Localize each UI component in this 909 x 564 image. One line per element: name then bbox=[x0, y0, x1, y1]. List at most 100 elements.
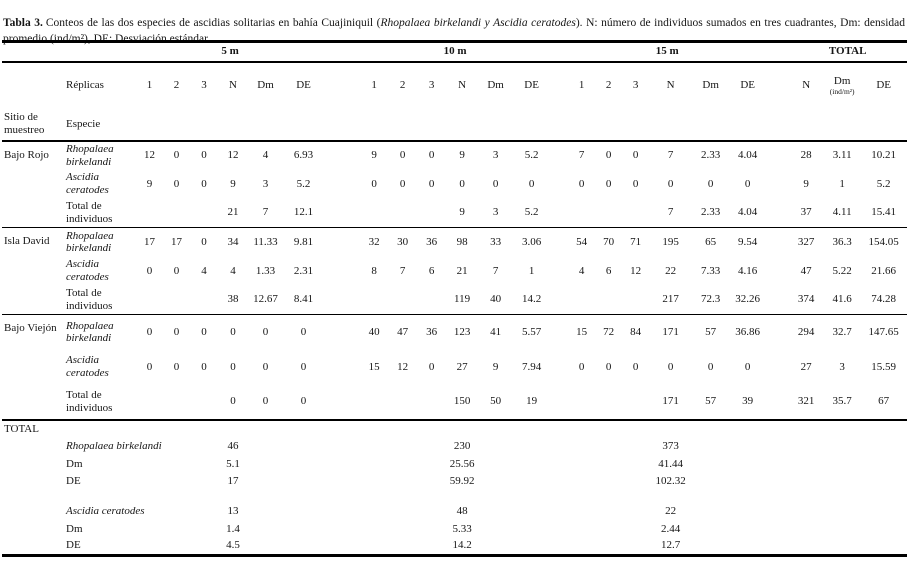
value-cell: 15.41 bbox=[871, 206, 897, 219]
value-cell: 0 bbox=[667, 360, 674, 373]
blank-cell bbox=[478, 456, 513, 473]
blank-cell bbox=[788, 438, 824, 456]
blank-cell bbox=[417, 473, 446, 491]
value-cell: 57 bbox=[705, 395, 717, 408]
blank-cell bbox=[513, 473, 550, 491]
value-cell: 0 bbox=[632, 177, 639, 190]
value-cell: 0 bbox=[605, 360, 612, 373]
value-cell: 15.59 bbox=[871, 360, 897, 373]
value-cell: 17 bbox=[163, 227, 190, 257]
blank-cell bbox=[788, 521, 824, 538]
group-spacer bbox=[324, 350, 360, 385]
value-cell: 21 bbox=[456, 264, 468, 277]
group-spacer bbox=[550, 314, 569, 350]
value-cell: 0 bbox=[399, 177, 406, 190]
group-spacer bbox=[324, 438, 360, 456]
value-cell: 74.28 bbox=[871, 293, 897, 306]
data-row: Ascidia ceratodes 0 0 4 4 1.33 2.31 8 7 6 21 7 1 4 6 12… bbox=[2, 257, 907, 286]
value-cell: 10.21 bbox=[860, 140, 908, 170]
value-cell: 0 bbox=[578, 177, 585, 190]
value-cell bbox=[388, 286, 417, 315]
caption-segment: Ascidia ceratodes bbox=[493, 16, 576, 29]
grand-total-row: DE 17 59.92 102.32 bbox=[2, 473, 907, 491]
value-cell: 84 bbox=[622, 314, 650, 350]
value-cell: 3 bbox=[492, 206, 499, 219]
value-cell bbox=[136, 385, 163, 420]
grand-total-row: Ascidia ceratodes 13 48 22 bbox=[2, 503, 907, 521]
value-cell: 9 bbox=[492, 360, 499, 373]
value-cell: 98 bbox=[446, 227, 479, 257]
grand-total-species: Rhopalaea birkelandi bbox=[66, 440, 162, 453]
value-cell: 11.33 bbox=[248, 227, 283, 257]
blank-cell bbox=[860, 521, 907, 538]
value-cell: 3 bbox=[478, 140, 514, 170]
value-cell: 12.1 bbox=[293, 206, 314, 219]
value-cell bbox=[163, 385, 190, 420]
blank-cell bbox=[388, 538, 417, 556]
value-cell: 0 bbox=[248, 314, 283, 350]
blank-cell bbox=[622, 538, 649, 556]
value-cell: 0 bbox=[300, 360, 307, 373]
value-cell bbox=[136, 286, 163, 315]
value-cell: 9.81 bbox=[283, 227, 325, 257]
group-spacer bbox=[324, 257, 360, 286]
value-cell: 119 bbox=[454, 293, 471, 306]
value-cell: 4.16 bbox=[738, 264, 758, 277]
data-row: Bajo Rojo Rhopalaea birkelandi 12 0 0 12 4 6.93… bbox=[2, 140, 908, 228]
group-spacer bbox=[766, 385, 788, 420]
value-cell: 8.41 bbox=[293, 293, 314, 306]
value-cell: 373 bbox=[662, 440, 679, 453]
value-cell: 7 bbox=[262, 206, 269, 219]
blank-cell bbox=[283, 538, 324, 556]
grand-total-row: Dm 1.4 5.33 2.44 bbox=[2, 521, 907, 538]
value-cell: 28 bbox=[788, 140, 825, 170]
value-cell: 0 bbox=[262, 360, 269, 373]
blank-cell bbox=[283, 438, 324, 456]
blank-cell bbox=[360, 473, 388, 491]
site-column-header: Sitio de muestreo bbox=[2, 108, 64, 142]
blank-cell bbox=[64, 418, 908, 438]
value-cell: 38 bbox=[227, 293, 239, 306]
group-spacer bbox=[324, 314, 361, 350]
value-cell: 0 bbox=[388, 140, 418, 170]
blank-cell bbox=[478, 473, 513, 491]
value-cell: 0 bbox=[190, 227, 218, 257]
group-spacer bbox=[766, 62, 788, 109]
value-cell: 12.67 bbox=[253, 293, 278, 306]
value-cell: 102.32 bbox=[655, 475, 686, 488]
value-cell: 2.33 bbox=[701, 206, 721, 219]
species-name: Rhopalaea birkelandi bbox=[64, 140, 136, 170]
value-cell: 22 bbox=[665, 505, 677, 518]
value-cell: 7 bbox=[399, 264, 406, 277]
column-header: N bbox=[802, 79, 811, 92]
value-cell: 12 bbox=[136, 140, 163, 170]
group-spacer bbox=[550, 227, 569, 257]
value-cell: 57 bbox=[692, 314, 730, 350]
value-cell bbox=[360, 286, 388, 315]
blank-cell bbox=[788, 456, 824, 473]
value-cell: 13 bbox=[227, 505, 239, 518]
value-cell: 5.57 bbox=[513, 314, 551, 350]
value-cell: 40 bbox=[490, 293, 502, 306]
blank-cell bbox=[417, 538, 446, 556]
value-cell: 4.04 bbox=[738, 206, 758, 219]
column-header: 1 bbox=[371, 79, 377, 92]
value-cell: 0 bbox=[428, 360, 435, 373]
column-header: Dm bbox=[487, 79, 504, 92]
blank-cell bbox=[360, 503, 388, 521]
value-cell: 8 bbox=[371, 264, 377, 277]
group-spacer bbox=[766, 438, 788, 456]
blank-cell bbox=[595, 521, 622, 538]
value-cell: 0 bbox=[136, 314, 163, 350]
group-spacer bbox=[766, 350, 788, 385]
value-cell: 4.04 bbox=[729, 140, 767, 170]
value-cell: 0 bbox=[371, 177, 377, 190]
value-cell: 1.33 bbox=[255, 264, 276, 277]
group-spacer bbox=[324, 503, 360, 521]
blank-cell bbox=[622, 456, 649, 473]
value-cell: 0 bbox=[744, 177, 751, 190]
blank-cell bbox=[417, 456, 446, 473]
value-cell: 5.2 bbox=[524, 206, 539, 219]
value-cell: 0 bbox=[632, 360, 639, 373]
value-cell: 0 bbox=[173, 177, 180, 190]
